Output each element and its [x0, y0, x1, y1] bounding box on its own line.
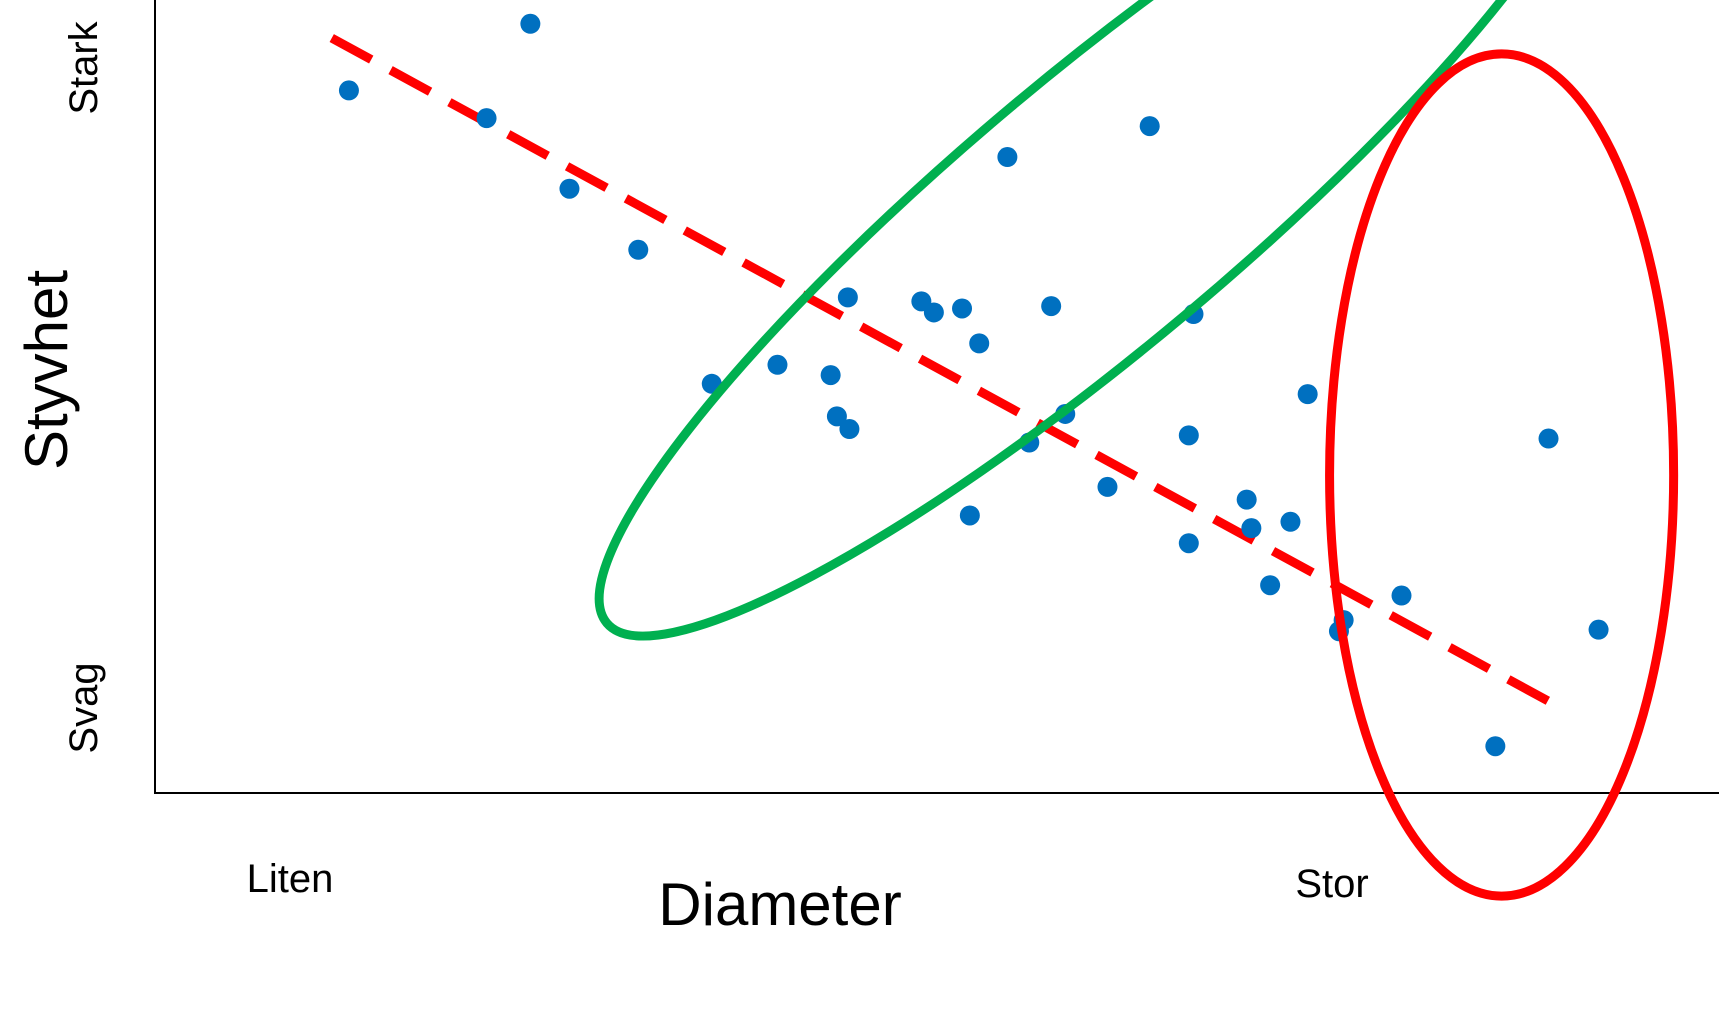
y-axis-label: Styvhet	[13, 270, 80, 470]
annotation-layer	[594, 0, 1679, 901]
data-point-9	[826, 406, 847, 427]
data-point-23	[1178, 425, 1199, 446]
data-point-1	[338, 80, 359, 101]
x-axis-label: Diameter	[658, 871, 901, 938]
data-point-15	[959, 505, 980, 526]
data-point-29	[1280, 511, 1301, 532]
data-point-35	[1538, 428, 1559, 449]
data-point-26	[1236, 489, 1257, 510]
x-tick-label-left: Liten	[247, 857, 334, 901]
data-point-16	[969, 333, 990, 354]
data-point-11	[837, 287, 858, 308]
data-point-17	[997, 147, 1018, 168]
data-point-14	[952, 298, 973, 319]
data-point-4	[559, 178, 580, 199]
data-point-27	[1241, 518, 1262, 539]
data-point-22	[1139, 116, 1160, 137]
red-ellipse	[1325, 49, 1679, 901]
trend-line	[329, 34, 1567, 714]
y-tick-label-top: Stark	[62, 20, 106, 114]
data-point-36	[1588, 619, 1609, 640]
data-point-33	[1391, 585, 1412, 606]
axes	[154, 0, 1719, 794]
data-point-2	[476, 108, 497, 129]
data-point-30	[1297, 384, 1318, 405]
points-layer	[338, 13, 1609, 757]
data-point-28	[1260, 575, 1281, 596]
data-point-10	[839, 419, 860, 440]
data-point-34	[1485, 736, 1506, 757]
data-point-13	[923, 302, 944, 323]
data-point-21	[1097, 476, 1118, 497]
x-tick-label-right: Stor	[1295, 862, 1368, 906]
data-point-24	[1178, 533, 1199, 554]
data-point-5	[628, 239, 649, 260]
data-point-3	[520, 13, 541, 34]
y-tick-label-bottom: Svag	[62, 662, 106, 753]
data-point-19	[1041, 296, 1062, 317]
data-point-8	[820, 365, 841, 386]
green-ellipse	[594, 0, 1602, 641]
data-point-7	[767, 354, 788, 375]
trend-layer	[329, 34, 1567, 714]
